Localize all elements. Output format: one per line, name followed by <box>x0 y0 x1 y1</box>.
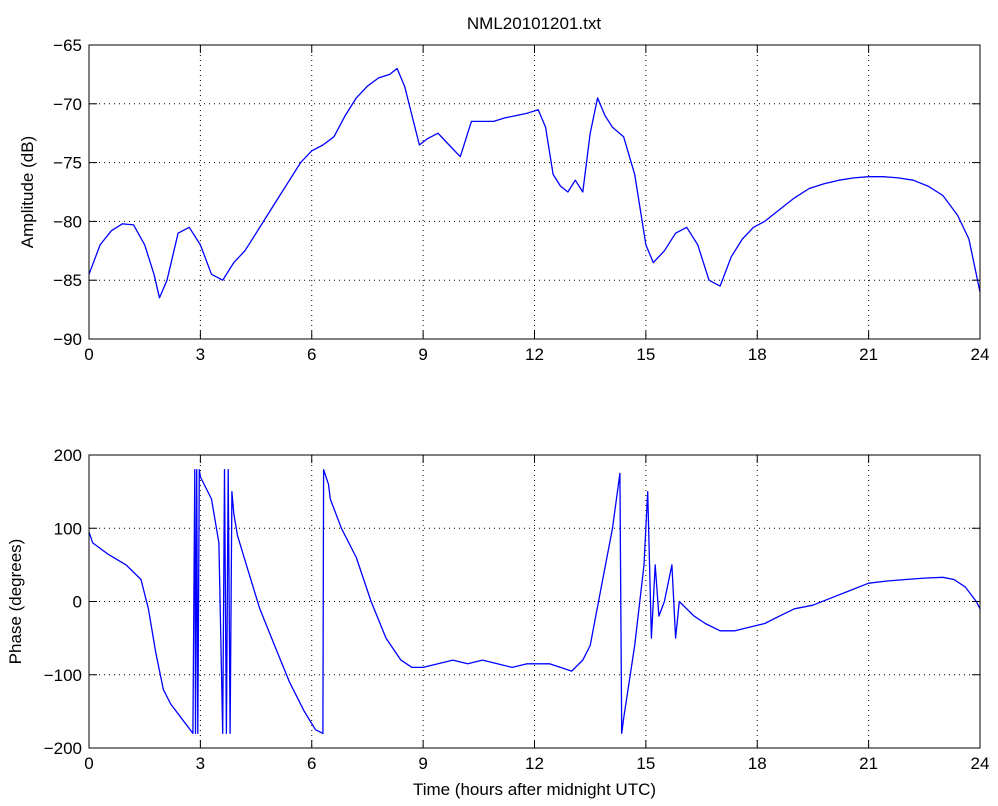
y-tick-label: 0 <box>73 593 82 612</box>
y-tick-label: −90 <box>53 330 82 349</box>
x-tick-label: 0 <box>84 754 93 773</box>
x-tick-label: 21 <box>859 754 878 773</box>
x-tick-label: 3 <box>196 345 205 364</box>
y-tick-label: −200 <box>44 739 82 758</box>
x-tick-label: 18 <box>748 754 767 773</box>
plot-area <box>89 45 980 339</box>
x-tick-label: 24 <box>971 345 990 364</box>
chart-panel-2: 0 3 6 9 12 15 18 21 24 −200 −100 0 100 200 Phase (degr… <box>6 446 989 799</box>
x-tick-label: 6 <box>307 754 316 773</box>
chart-title: NML20101201.txt <box>467 14 601 33</box>
chart-panels: 0 3 6 9 12 15 18 21 24 −90 −85 −80 −75 −70 −65 Amplitud… <box>6 36 989 799</box>
x-tick-label: 12 <box>525 754 544 773</box>
y-tick-label: −100 <box>44 666 82 685</box>
x-tick-label: 21 <box>859 345 878 364</box>
series-line-1 <box>88 67 981 299</box>
y-tick-label: −85 <box>53 271 82 290</box>
x-tick-label: 9 <box>418 345 427 364</box>
y-axis-label: Phase (degrees) <box>6 539 25 665</box>
series-line-1 <box>88 469 981 735</box>
x-tick-label: 6 <box>307 345 316 364</box>
y-tick-label: −70 <box>53 95 82 114</box>
y-tick-label: −80 <box>53 212 82 231</box>
y-tick-label: 100 <box>54 519 82 538</box>
chart-panel-1: 0 3 6 9 12 15 18 21 24 −90 −85 −80 −75 −70 −65 Amplitud… <box>18 36 989 364</box>
y-axis-label: Amplitude (dB) <box>18 136 37 248</box>
x-tick-label: 3 <box>196 754 205 773</box>
x-tick-label: 15 <box>636 345 655 364</box>
y-tick-label: −65 <box>53 36 82 55</box>
x-tick-label: 0 <box>84 345 93 364</box>
x-tick-label: 24 <box>971 754 990 773</box>
x-tick-label: 18 <box>748 345 767 364</box>
x-axis-label: Time (hours after midnight UTC) <box>413 780 656 799</box>
x-tick-label: 9 <box>418 754 427 773</box>
y-tick-label: −75 <box>53 154 82 173</box>
x-tick-label: 12 <box>525 345 544 364</box>
y-tick-label: 200 <box>54 446 82 465</box>
x-tick-label: 15 <box>636 754 655 773</box>
